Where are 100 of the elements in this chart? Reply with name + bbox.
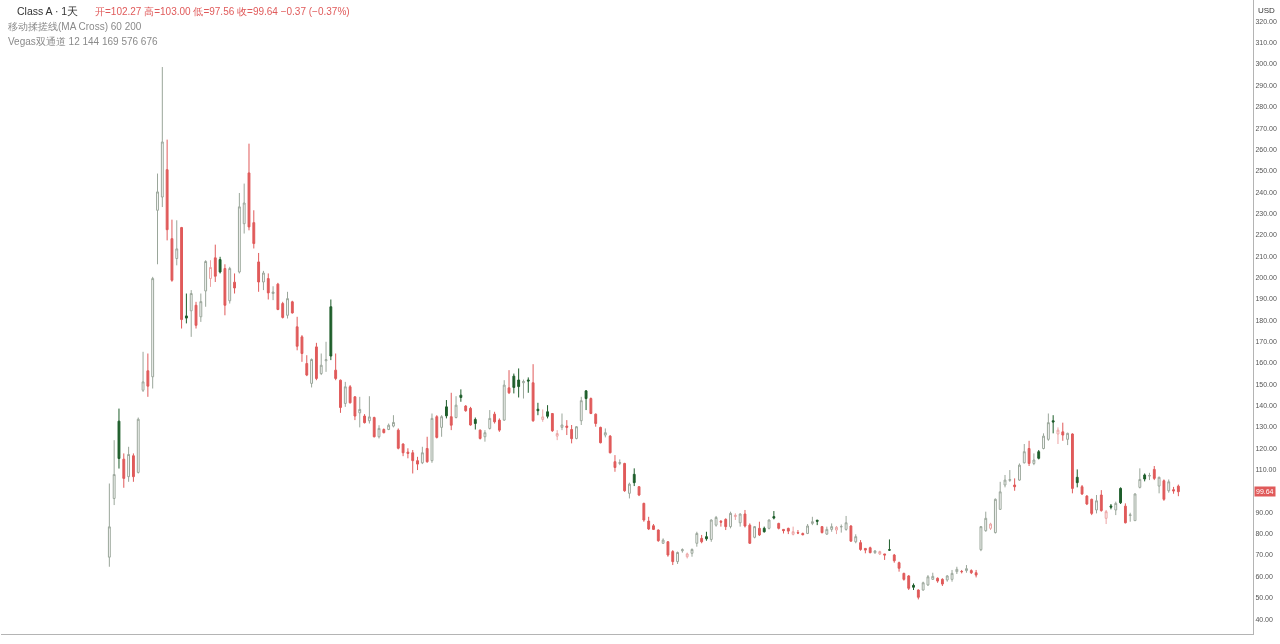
candlestick (916, 588, 920, 600)
candlestick (184, 293, 188, 324)
candlestick (449, 392, 453, 431)
candlestick (825, 526, 829, 536)
candlestick (560, 412, 564, 431)
candlestick (835, 525, 838, 535)
candlestick (738, 512, 742, 528)
candlestick (1013, 477, 1017, 492)
candlestick (420, 446, 424, 465)
candlestick (584, 389, 588, 411)
candlestick (936, 577, 940, 584)
candlestick (141, 351, 145, 393)
candlestick (700, 534, 704, 544)
candlestick (883, 553, 887, 561)
candlestick (940, 577, 944, 587)
candlestick (281, 301, 285, 319)
candlestick (907, 574, 911, 591)
candlestick (1109, 503, 1113, 510)
candlestick (830, 522, 834, 533)
candlestick (868, 546, 872, 554)
candlestick (1018, 462, 1021, 482)
candlestick (132, 452, 135, 483)
candlestick (777, 522, 781, 530)
candlestick (1148, 472, 1151, 481)
candlestick (960, 569, 964, 574)
candlestick (488, 409, 492, 430)
candlestick (1114, 501, 1118, 516)
candlestick (435, 414, 439, 439)
candlestick (1075, 468, 1079, 488)
candlestick (791, 526, 795, 535)
candlestick (237, 192, 241, 274)
candlestick (806, 523, 809, 535)
candlestick (1104, 509, 1108, 525)
candlestick (411, 449, 415, 474)
candlestick (531, 363, 535, 423)
candlestick (122, 452, 126, 489)
candlestick (156, 173, 159, 265)
candlestick (262, 270, 265, 291)
candlestick (873, 549, 877, 555)
candlestick (594, 412, 598, 428)
text: Class A · 1天 (17, 4, 79, 17)
candlestick (290, 300, 294, 315)
candlestick (151, 276, 155, 390)
candlestick (733, 512, 737, 521)
candlestick (199, 293, 203, 323)
candlestick (382, 429, 386, 434)
candlestick (767, 518, 771, 530)
candlestick (705, 531, 708, 542)
candlestick (314, 342, 318, 381)
candlestick (1051, 414, 1055, 434)
candlestick (647, 516, 651, 531)
candlestick (998, 481, 1002, 511)
candlestick (974, 569, 978, 578)
candlestick (473, 417, 477, 430)
candlestick (1046, 412, 1050, 442)
candlestick (165, 139, 169, 241)
candlestick (502, 379, 506, 422)
annotation: Vegas双通道 12 144 169 576 676 (8, 36, 158, 47)
candlestick (729, 511, 732, 529)
candlestick (656, 528, 660, 543)
candlestick (483, 429, 487, 443)
candlestick (1152, 465, 1156, 481)
candlestick (146, 353, 150, 398)
candlestick (897, 561, 901, 573)
candlestick (541, 408, 545, 423)
candlestick (372, 416, 376, 438)
candlestick (627, 482, 631, 499)
candlestick (796, 529, 800, 535)
candlestick (1123, 502, 1127, 524)
candlestick (902, 572, 906, 582)
candlestick (233, 272, 236, 295)
candlestick (401, 442, 405, 457)
candlestick (396, 427, 400, 450)
candlestick (180, 226, 183, 330)
candlestick (358, 396, 362, 428)
candlestick (786, 527, 790, 535)
annotation: 移动揉搓线(MA Cross) 60 200 (8, 21, 142, 32)
candlestick (820, 525, 824, 534)
candlestick (536, 402, 540, 416)
candlestick (758, 521, 761, 537)
candlestick (603, 427, 607, 438)
candlestick (522, 379, 525, 400)
candlestick (565, 419, 569, 436)
candlestick (815, 519, 819, 526)
candlestick (286, 291, 289, 319)
candlestick (1099, 489, 1103, 513)
candlestick (753, 525, 757, 539)
candlestick (863, 547, 867, 554)
candlestick (1119, 486, 1122, 505)
candlestick (965, 564, 968, 574)
candlestick (310, 357, 314, 388)
candlestick (112, 439, 116, 506)
candlestick (844, 515, 848, 532)
candlestick (324, 341, 328, 373)
candlestick (507, 369, 511, 395)
candlestick (445, 399, 448, 419)
candlestick (1022, 443, 1026, 464)
candlestick (1056, 426, 1060, 445)
candlestick (136, 417, 140, 474)
candlestick (319, 353, 323, 376)
